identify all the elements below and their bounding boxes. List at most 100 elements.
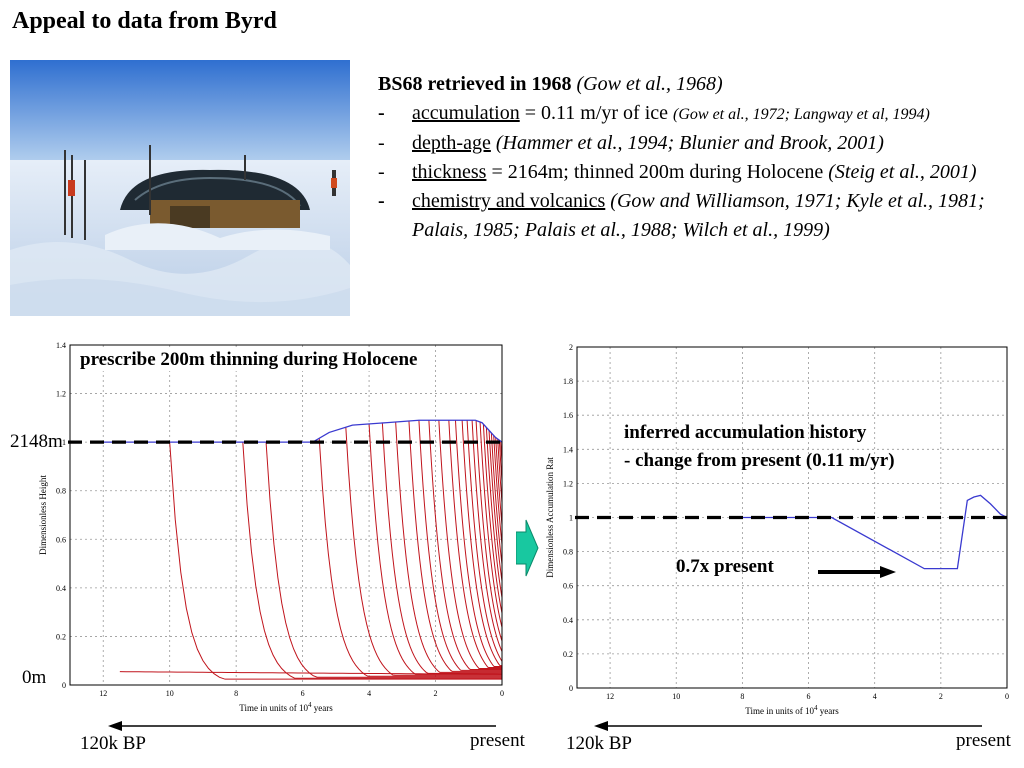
bullet: - [378, 102, 385, 124]
trajectory-line [471, 420, 503, 652]
annotation-line-2: - change from present (0.11 m/yr) [624, 450, 895, 471]
references-block: BS68 retrieved in 1968 (Gow et al., 1968… [378, 70, 1008, 245]
annotation-line-1: inferred accumulation history [624, 422, 867, 443]
label-120k-left: 120k BP [80, 733, 146, 754]
term: chemistry and volcanics [412, 190, 606, 212]
y-tick-label: 0.8 [563, 548, 573, 557]
hut [120, 169, 310, 210]
trajectory-line [395, 421, 502, 673]
term: accumulation [412, 102, 520, 124]
term: depth-age [412, 132, 491, 154]
trajectory-line [461, 420, 502, 667]
trajectory-line [345, 427, 502, 676]
trajectory-line [497, 438, 503, 503]
next-arrow-icon [516, 519, 539, 577]
trajectory-line [466, 420, 503, 662]
accumulation-chart: 12 10 8 6 4 2 0 0 0.2 0.4 0.6 0.8 1 1.2 1.4 1.6 1.8 2 Tim… [545, 343, 1013, 716]
trajectory-line [448, 420, 502, 669]
detail: = 0.11 m/yr of ice [519, 102, 674, 124]
reference-item-depth-age: - depth-age (Hammer et al., 1994; Blunie… [378, 129, 1008, 158]
y-tick-label: 1 [62, 438, 66, 447]
trajectory-line [475, 420, 503, 642]
plot-frame [69, 344, 503, 686]
x-tick-label: 12 [606, 692, 614, 701]
y-tick-label: 0.6 [563, 582, 573, 591]
citation: (Steig et al., 2001) [828, 161, 977, 183]
references-heading: BS68 retrieved in 1968 (Gow et al., 1968… [378, 70, 1008, 99]
bullet: - [378, 190, 385, 212]
x-tick-label: 2 [434, 689, 438, 698]
citation: (Gow and Williamson, 1971; Kyle et al., … [412, 190, 985, 241]
trajectory-line [242, 442, 502, 679]
x-tick-label: 12 [99, 689, 107, 698]
time-arrow-right [594, 721, 982, 731]
bullet: - [378, 161, 385, 183]
citation: (Gow et al., 1972; Langway et al, 1994) [673, 106, 930, 123]
label-present-right: present [956, 730, 1011, 751]
thinning-annotation: prescribe 200m thinning during Holocene [80, 349, 418, 371]
y-tick-label: 0.8 [56, 487, 66, 496]
trajectory-line [265, 442, 502, 678]
detail: = 2164m; thinned 200m during Holocene [486, 161, 829, 183]
tick-labels: 12 10 8 6 4 2 0 0 0.2 0.4 0.6 0.8 1 1.2 1.4 [56, 341, 504, 698]
y-tick-label: 1.6 [563, 411, 573, 420]
y-tick-label: 1 [569, 514, 573, 523]
x-tick-label: 4 [873, 692, 877, 701]
reference-item-thickness: - thickness = 2164m; thinned 200m during… [378, 158, 1008, 187]
trajectory-line [490, 432, 503, 565]
x-tick-label: 0 [500, 689, 504, 698]
y-tick-label: 1.2 [563, 479, 573, 488]
label-present-left: present [470, 730, 525, 751]
plot-frame [576, 346, 1008, 689]
trajectory-line [368, 423, 502, 675]
trajectory-line [482, 424, 503, 614]
x-axis-label: Time in units of 104 years [745, 704, 839, 716]
x-tick-label: 0 [1005, 692, 1009, 701]
y-tick-label: 0.4 [563, 616, 573, 625]
x-tick-label: 6 [807, 692, 811, 701]
trajectory-line [488, 430, 503, 582]
y-tick-label: 1.2 [56, 390, 66, 399]
trajectory-line [418, 420, 502, 671]
heading-citation: (Gow et al., 1968) [576, 73, 723, 95]
tick-labels: 12 10 8 6 4 2 0 0 0.2 0.4 0.6 0.8 1 1.2 1.4 1.6 1.8 2 [563, 343, 1009, 701]
y-axis-label: Dimensionless Accumulation Rat [545, 457, 555, 578]
trajectory-line [493, 435, 503, 545]
x-tick-label: 4 [367, 689, 371, 698]
citation: (Hammer et al., 1994; Blunier and Brook,… [495, 132, 884, 154]
core-name: BS68 retrieved in 1968 [378, 73, 572, 95]
y-tick-label: 1.4 [56, 341, 66, 350]
trajectory-lines [119, 420, 503, 680]
trajectory-line [495, 437, 503, 526]
trajectory-line [485, 427, 503, 598]
surface-line [103, 419, 503, 443]
y-tick-label: 1.4 [563, 445, 573, 454]
label-120k-right: 120k BP [566, 733, 632, 754]
accumulation-line [742, 494, 1008, 570]
trajectory-line [479, 421, 503, 628]
y-tick-label: 0.4 [56, 584, 66, 593]
grid [70, 345, 502, 685]
ice-camp-photo [10, 60, 350, 316]
bullet: - [378, 132, 385, 154]
x-tick-label: 10 [672, 692, 680, 701]
x-tick-label: 6 [301, 689, 305, 698]
x-tick-label: 2 [939, 692, 943, 701]
x-axis-label: Time in units of 104 years [239, 701, 333, 713]
reference-item-accumulation: - accumulation = 0.11 m/yr of ice (Gow e… [378, 99, 1008, 129]
factor-label: 0.7x present [676, 556, 774, 577]
x-tick-label: 8 [740, 692, 744, 701]
y-tick-label: 0.6 [56, 535, 66, 544]
y-tick-label: 2 [569, 343, 573, 352]
y-tick-label: 0 [569, 684, 573, 693]
label-0m: 0m [22, 667, 47, 688]
slide-title: Appeal to data from Byrd [12, 8, 277, 34]
y-tick-label: 0.2 [56, 632, 66, 641]
trajectory-line [428, 420, 502, 670]
trajectory-line [408, 420, 502, 672]
label-2148m: 2148m [10, 431, 63, 452]
y-axis-label: Dimensionless Height [38, 475, 48, 555]
x-tick-label: 10 [166, 689, 174, 698]
trajectory-line [381, 422, 502, 674]
time-arrow-left [108, 721, 496, 731]
